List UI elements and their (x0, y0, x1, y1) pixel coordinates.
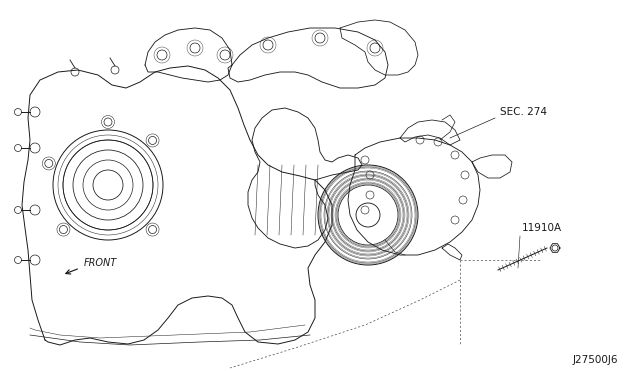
Text: FRONT: FRONT (84, 258, 117, 268)
Text: 11910A: 11910A (522, 223, 562, 233)
Text: SEC. 274: SEC. 274 (500, 107, 547, 117)
Circle shape (552, 245, 558, 251)
Text: J27500J6: J27500J6 (573, 355, 618, 365)
